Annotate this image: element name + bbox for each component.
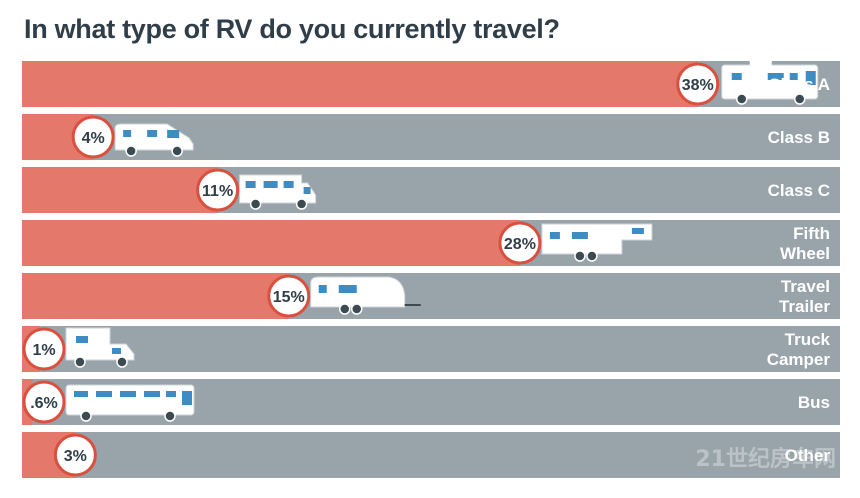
value-badge: [196, 168, 240, 212]
value-badge: [22, 327, 66, 371]
value-label: 28%: [504, 236, 536, 253]
value-label: 3%: [64, 448, 87, 465]
value-badge: [53, 433, 97, 477]
category-label: Fifth: [793, 224, 830, 243]
chart-title: In what type of RV do you currently trav…: [24, 14, 560, 44]
fifth-wheel-icon: [541, 223, 653, 262]
category-label: Camper: [767, 350, 831, 369]
value-label: 38%: [682, 77, 714, 94]
category-label: Truck: [785, 330, 831, 349]
class-a-rv-icon: [721, 61, 819, 105]
category-label: Other: [785, 446, 831, 465]
value-label: 1%: [32, 342, 55, 359]
bar: [22, 220, 520, 266]
value-label: 11%: [202, 183, 233, 200]
value-badge: [22, 380, 66, 424]
travel-trailer-icon: [310, 276, 421, 315]
category-label: Bus: [798, 393, 830, 412]
category-label: Class B: [768, 128, 830, 147]
category-label: Trailer: [779, 297, 830, 316]
value-label: .6%: [30, 395, 58, 412]
value-badge: [71, 115, 115, 159]
class-c-rv-icon: [239, 174, 317, 210]
bar-row: 3% Other: [22, 432, 840, 478]
bar-row: .6% Bus: [22, 379, 840, 425]
value-label: 15%: [273, 289, 305, 306]
bar-track: [22, 326, 840, 372]
bar: [22, 273, 289, 319]
category-label: Wheel: [780, 244, 830, 263]
bar: [22, 61, 698, 107]
bar: [22, 167, 218, 213]
bar-track: [22, 432, 840, 478]
watermark: 21世纪房车网: [695, 446, 836, 472]
value-badge: [267, 274, 311, 318]
value-badge: [676, 62, 720, 106]
category-label: Class A: [768, 75, 830, 94]
bus-rv-icon: [65, 384, 195, 422]
bar-row: 38% Class A: [22, 61, 840, 107]
value-label: 4%: [82, 130, 105, 147]
class-b-van-icon: [114, 123, 194, 157]
value-badge: [498, 221, 542, 265]
truck-camper-icon: [65, 327, 135, 368]
bar-row: 11% Class C: [22, 167, 840, 213]
category-label: Class C: [768, 181, 830, 200]
category-label: Travel: [781, 277, 830, 296]
bar-row: 4% Class B: [22, 114, 840, 160]
